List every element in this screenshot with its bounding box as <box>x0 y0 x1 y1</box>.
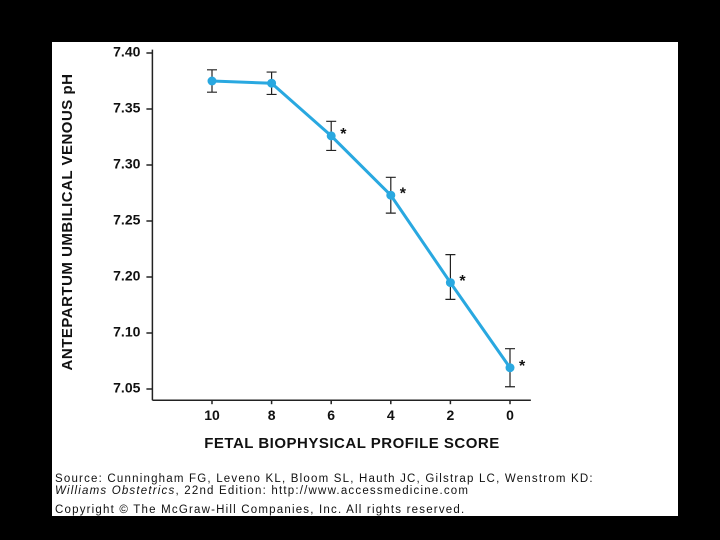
point-annotation: * <box>519 358 526 375</box>
chart: 7.40 7.35 7.30 7.25 7.20 7.10 7.05 10 8 6 4 2 0 * * * * <box>113 44 531 423</box>
x-tick-label: 8 <box>268 407 276 423</box>
point-annotation: * <box>340 126 347 143</box>
point-annotation: * <box>400 185 407 202</box>
copyright: Copyright © The McGraw-Hill Companies, I… <box>55 504 465 516</box>
y-tick-label: 7.35 <box>113 100 140 116</box>
x-axis-label: FETAL BIOPHYSICAL PROFILE SCORE <box>204 435 500 452</box>
y-tick-label: 7.25 <box>113 212 140 228</box>
x-tick-label: 10 <box>204 407 220 423</box>
point-annotation: * <box>459 273 466 290</box>
y-axis-label: ANTEPARTUM UMBILICAL VENOUS pH <box>59 74 76 371</box>
point <box>326 131 336 141</box>
source-book: Williams Obstetrics <box>55 485 175 497</box>
y-tick-label: 7.05 <box>113 380 140 396</box>
error-bar <box>445 254 456 300</box>
y-tick-label: 7.40 <box>113 44 140 60</box>
point <box>386 190 396 200</box>
point <box>207 76 217 86</box>
y-tick-label: 7.10 <box>113 324 140 340</box>
source-book-line: Williams Obstetrics, 22nd Edition: http:… <box>55 485 469 497</box>
x-tick-label: 2 <box>447 407 455 423</box>
line <box>211 79 512 369</box>
x-tick-label: 4 <box>387 407 395 423</box>
panel <box>52 42 678 516</box>
x-tick-label: 0 <box>506 407 514 423</box>
source-block: Source: Cunningham FG, Leveno KL, Bloom … <box>55 473 594 516</box>
point <box>445 278 455 288</box>
x-tick-label: 6 <box>327 407 335 423</box>
y-tick-label: 7.20 <box>113 268 140 284</box>
source-edition: , 22nd Edition: http://www.accessmedicin… <box>175 485 469 497</box>
y-tick-label: 7.30 <box>113 156 140 172</box>
point <box>505 363 515 373</box>
source-citation: Source: Cunningham FG, Leveno KL, Bloom … <box>55 473 594 485</box>
point <box>267 78 277 88</box>
